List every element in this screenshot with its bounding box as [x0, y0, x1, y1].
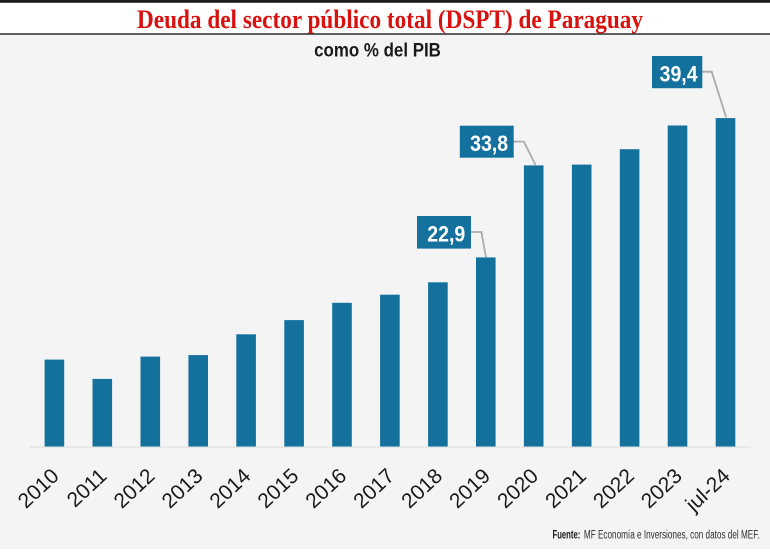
svg-text:MF Economía e Inversiones, con: MF Economía e Inversiones, con datos del…: [584, 530, 760, 542]
svg-text:39,4: 39,4: [660, 61, 698, 86]
svg-text:Deuda del sector público total: Deuda del sector público total (DSPT) de…: [137, 4, 643, 34]
svg-text:33,8: 33,8: [470, 131, 508, 156]
svg-text:como % del PIB: como % del PIB: [314, 40, 441, 62]
svg-text:Fuente:: Fuente:: [553, 530, 581, 542]
svg-text:22,9: 22,9: [427, 222, 465, 247]
